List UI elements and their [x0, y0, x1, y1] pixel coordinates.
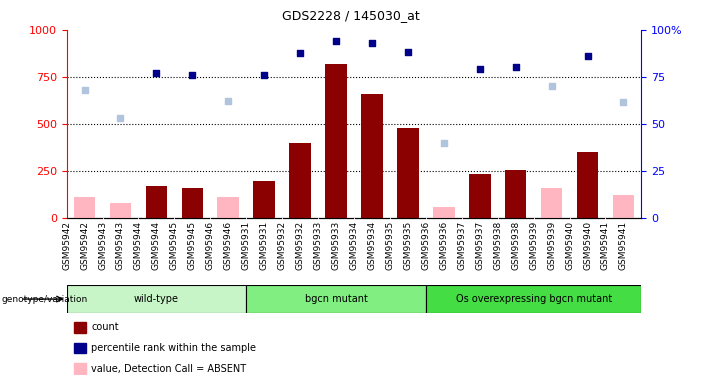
Bar — [217, 197, 239, 217]
Point — [582, 53, 593, 59]
Bar — [613, 195, 634, 217]
Text: value, Detection Call = ABSENT: value, Detection Call = ABSENT — [91, 364, 246, 374]
Text: GSM95938: GSM95938 — [511, 221, 520, 270]
Text: GSM95939: GSM95939 — [547, 221, 556, 270]
Text: GSM95943: GSM95943 — [98, 221, 107, 270]
Bar — [67, 285, 246, 313]
Point — [402, 49, 414, 55]
Bar — [290, 142, 311, 218]
Text: GSM95940: GSM95940 — [583, 221, 592, 270]
Point — [510, 63, 522, 70]
Bar — [254, 181, 275, 218]
Bar — [109, 202, 131, 217]
Text: GSM95932: GSM95932 — [296, 221, 305, 270]
Text: GSM95936: GSM95936 — [421, 221, 430, 270]
Text: GSM95932: GSM95932 — [278, 221, 287, 270]
Text: GSM95946: GSM95946 — [206, 221, 215, 270]
Text: GSM95936: GSM95936 — [440, 221, 449, 270]
Text: GSM95939: GSM95939 — [529, 221, 538, 270]
Text: GSM95946: GSM95946 — [224, 221, 233, 270]
Text: GSM95931: GSM95931 — [259, 221, 268, 270]
Text: GSM95942: GSM95942 — [80, 221, 89, 270]
Point — [259, 72, 270, 78]
Text: GSM95943: GSM95943 — [116, 221, 125, 270]
Text: GSM95935: GSM95935 — [403, 221, 412, 270]
Text: GSM95941: GSM95941 — [619, 221, 628, 270]
Text: Os overexpressing bgcn mutant: Os overexpressing bgcn mutant — [456, 294, 612, 304]
Bar — [541, 188, 562, 218]
Point — [186, 72, 198, 78]
Point — [546, 83, 557, 89]
Text: genotype/variation: genotype/variation — [1, 295, 88, 304]
Text: GSM95933: GSM95933 — [332, 221, 341, 270]
Bar — [469, 174, 491, 217]
Text: GSM95934: GSM95934 — [367, 221, 376, 270]
Bar — [146, 186, 168, 218]
Text: GSM95942: GSM95942 — [62, 221, 71, 270]
Point — [115, 115, 126, 121]
Text: GDS2228 / 145030_at: GDS2228 / 145030_at — [282, 9, 419, 22]
Text: GSM95944: GSM95944 — [152, 221, 161, 270]
Point — [151, 70, 162, 76]
Text: GSM95937: GSM95937 — [457, 221, 466, 270]
Bar — [505, 170, 526, 217]
Text: GSM95941: GSM95941 — [601, 221, 610, 270]
Point — [294, 51, 306, 57]
Point — [79, 87, 90, 93]
Text: GSM95934: GSM95934 — [350, 221, 358, 270]
Text: percentile rank within the sample: percentile rank within the sample — [91, 343, 256, 353]
Bar — [361, 94, 383, 218]
Point — [438, 140, 449, 146]
Bar — [577, 152, 599, 217]
Text: GSM95940: GSM95940 — [565, 221, 574, 270]
Text: GSM95944: GSM95944 — [134, 221, 143, 270]
Text: bgcn mutant: bgcn mutant — [305, 294, 367, 304]
Point — [330, 38, 341, 44]
Bar — [74, 197, 95, 217]
Bar — [397, 128, 418, 218]
Text: GSM95945: GSM95945 — [170, 221, 179, 270]
Text: GSM95945: GSM95945 — [188, 221, 197, 270]
Bar — [246, 285, 426, 313]
Text: wild-type: wild-type — [134, 294, 179, 304]
Text: GSM95935: GSM95935 — [386, 221, 395, 270]
Point — [618, 99, 629, 105]
Text: GSM95938: GSM95938 — [494, 221, 502, 270]
Bar — [182, 188, 203, 218]
Bar — [426, 285, 641, 313]
Bar — [325, 64, 347, 217]
Point — [223, 98, 234, 104]
Point — [367, 40, 378, 46]
Text: GSM95931: GSM95931 — [242, 221, 251, 270]
Bar — [433, 207, 455, 218]
Text: GSM95933: GSM95933 — [313, 221, 322, 270]
Point — [474, 66, 485, 72]
Text: count: count — [91, 322, 118, 332]
Text: GSM95937: GSM95937 — [475, 221, 484, 270]
